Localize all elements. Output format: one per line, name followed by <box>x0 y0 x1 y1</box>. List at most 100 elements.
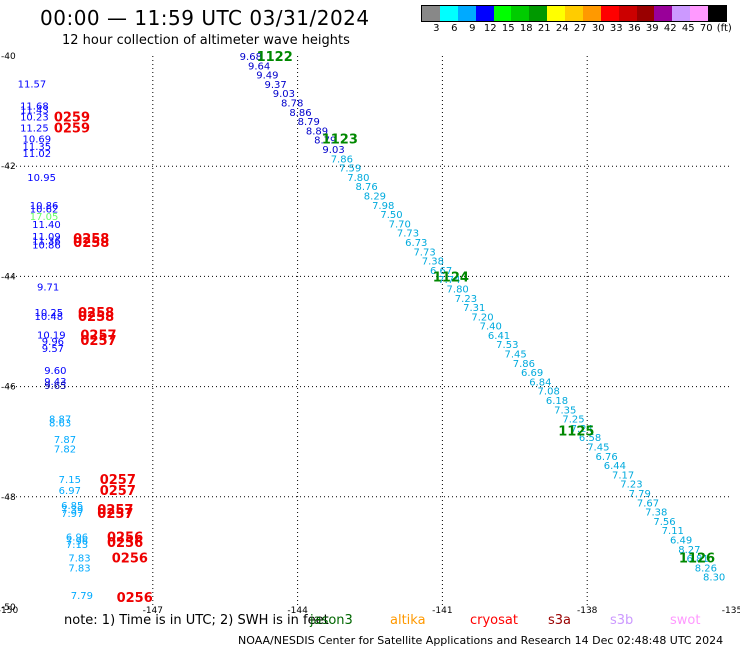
legend-label: 42 <box>663 23 677 34</box>
wave-height-label: 6.69 <box>521 368 543 379</box>
y-tick-label: -50 <box>1 603 16 613</box>
wave-height-label: 7.56 <box>653 517 675 528</box>
wave-height-label: 9.68 <box>240 52 262 63</box>
wave-height-label: 6.41 <box>488 331 510 342</box>
legend-swatch <box>565 6 583 21</box>
legend-swatch <box>457 6 476 21</box>
wave-height-label: 7.79 <box>629 489 651 500</box>
y-tick-label: -48 <box>1 493 16 503</box>
wave-height-label: 9.71 <box>37 282 59 293</box>
legend-swatch <box>690 6 708 21</box>
track-time-label: 1123 <box>322 133 358 148</box>
wave-height-label: 9.03 <box>273 89 295 100</box>
wave-height-label: 7.80 <box>347 173 369 184</box>
wave-height-label: 10.86 <box>30 201 59 212</box>
track-time-label: 0256 <box>107 536 143 551</box>
track-time-label: 1125 <box>558 425 594 440</box>
x-tick-label: -144 <box>287 606 308 616</box>
y-tick-label: -46 <box>1 383 16 393</box>
legend-swatch <box>672 6 691 21</box>
y-tick-label: -40 <box>1 52 16 62</box>
legend-swatch <box>636 6 655 21</box>
wave-height-label: 7.45 <box>587 443 609 454</box>
wave-height-label: 7.13 <box>66 540 88 551</box>
wave-height-label: 7.96 <box>66 536 88 547</box>
wave-height-label: 11.40 <box>32 220 61 231</box>
wave-height-label: 7.73 <box>397 229 419 240</box>
track-time-label: 0257 <box>97 507 133 522</box>
wave-height-label: 6.73 <box>405 238 427 249</box>
wave-height-label: 9.96 <box>42 337 64 348</box>
wave-height-label: 7.73 <box>413 247 435 258</box>
wave-height-label: 6.97 <box>59 486 81 497</box>
footer-note: note: 1) Time is in UTC; 2) SWH is in fe… <box>64 613 329 628</box>
track-time-label: 0257 <box>80 328 116 343</box>
wave-height-label: 9.03 <box>322 145 344 156</box>
legend-swatch <box>708 6 726 21</box>
wave-height-label: 7.24 <box>571 424 593 435</box>
wave-height-label: 11.68 <box>20 102 49 113</box>
wave-height-label: 10.19 <box>37 330 66 341</box>
y-tick-label: -44 <box>1 272 16 282</box>
wave-height-label: 6.18 <box>546 396 568 407</box>
wave-height-label: 7.79 <box>71 591 93 602</box>
wave-height-label: 7.15 <box>59 475 81 486</box>
legend-label: 21 <box>537 23 551 34</box>
wave-height-label: 8.26 <box>695 563 717 574</box>
legend-labels: 3 6 9 12 15 18 21 24 27 30 33 36 39 42 45 70 (ft) <box>421 22 732 36</box>
wave-height-label: 8.27 <box>678 545 700 556</box>
track-time-label: 0259 <box>54 111 90 126</box>
legend-label: 6 <box>451 23 458 34</box>
wave-height-label: 7.83 <box>68 553 90 564</box>
legend-swatch <box>600 6 619 21</box>
wave-height-label: 6.58 <box>579 433 601 444</box>
legend-label: 12 <box>483 23 497 34</box>
legend-swatch <box>493 6 512 21</box>
legend-label: (ft) <box>716 23 732 34</box>
track-time-label: 0258 <box>78 306 114 321</box>
color-legend: 3 6 9 12 15 18 21 24 27 30 33 36 39 42 45 70 (ft) <box>421 5 732 36</box>
satellite-source-list: jason3 altika cryosat s3a s3b swot <box>0 613 740 631</box>
legend-label: 9 <box>469 23 476 34</box>
track-time-label: 0259 <box>54 122 90 137</box>
wave-height-label: 9.57 <box>42 344 64 355</box>
track-time-label: 0257 <box>80 334 116 349</box>
wave-height-label: 7.67 <box>637 498 659 509</box>
wave-height-label: 6.67 <box>430 266 452 277</box>
wave-height-label: 7.45 <box>504 350 526 361</box>
wave-height-label: 8.86 <box>289 108 311 119</box>
wave-height-label: 6.76 <box>595 452 617 463</box>
track-time-label: 1126 <box>679 551 715 566</box>
x-tick-label: -141 <box>432 606 452 616</box>
wave-height-label: 17.05 <box>30 212 59 223</box>
legend-swatch <box>654 6 673 21</box>
legend-label: 36 <box>627 23 641 34</box>
wave-height-label: 10.86 <box>32 240 61 251</box>
wave-height-label: 9.43 <box>44 377 66 388</box>
wave-height-label: 6.84 <box>529 377 551 388</box>
wave-height-label: 7.80 <box>447 284 469 295</box>
wave-height-label: 7.40 <box>480 322 502 333</box>
legend-label: 15 <box>501 23 515 34</box>
satellite-source-jason3: jason3 <box>310 613 353 628</box>
wave-height-label: 11.43 <box>20 105 49 116</box>
wave-height-label: 7.08 <box>538 387 560 398</box>
map-subtitle: 12 hour collection of altimeter wave hei… <box>62 33 350 48</box>
wave-height-label: 6.49 <box>670 536 692 547</box>
wave-height-label: 6.44 <box>604 461 626 472</box>
legend-swatch <box>511 6 530 21</box>
wave-height-label: 7.53 <box>496 340 518 351</box>
wave-height-label: 8.78 <box>281 98 303 109</box>
wave-height-label: 7.86 <box>331 154 353 165</box>
wave-height-label: 11.02 <box>22 149 51 160</box>
track-time-label: 0257 <box>100 473 136 488</box>
wave-height-label: 10.95 <box>27 173 56 184</box>
wave-height-label: 7.23 <box>455 294 477 305</box>
wave-height-label: 7.39 <box>61 505 83 516</box>
track-time-label: 0257 <box>100 484 136 499</box>
wave-height-label: 8.29 <box>364 191 386 202</box>
wave-height-label: 6.81 <box>686 554 708 565</box>
wave-height-label: 6.96 <box>66 532 88 543</box>
wave-height-label: 7.11 <box>662 526 684 537</box>
satellite-source-cryosat: cryosat <box>470 613 518 628</box>
